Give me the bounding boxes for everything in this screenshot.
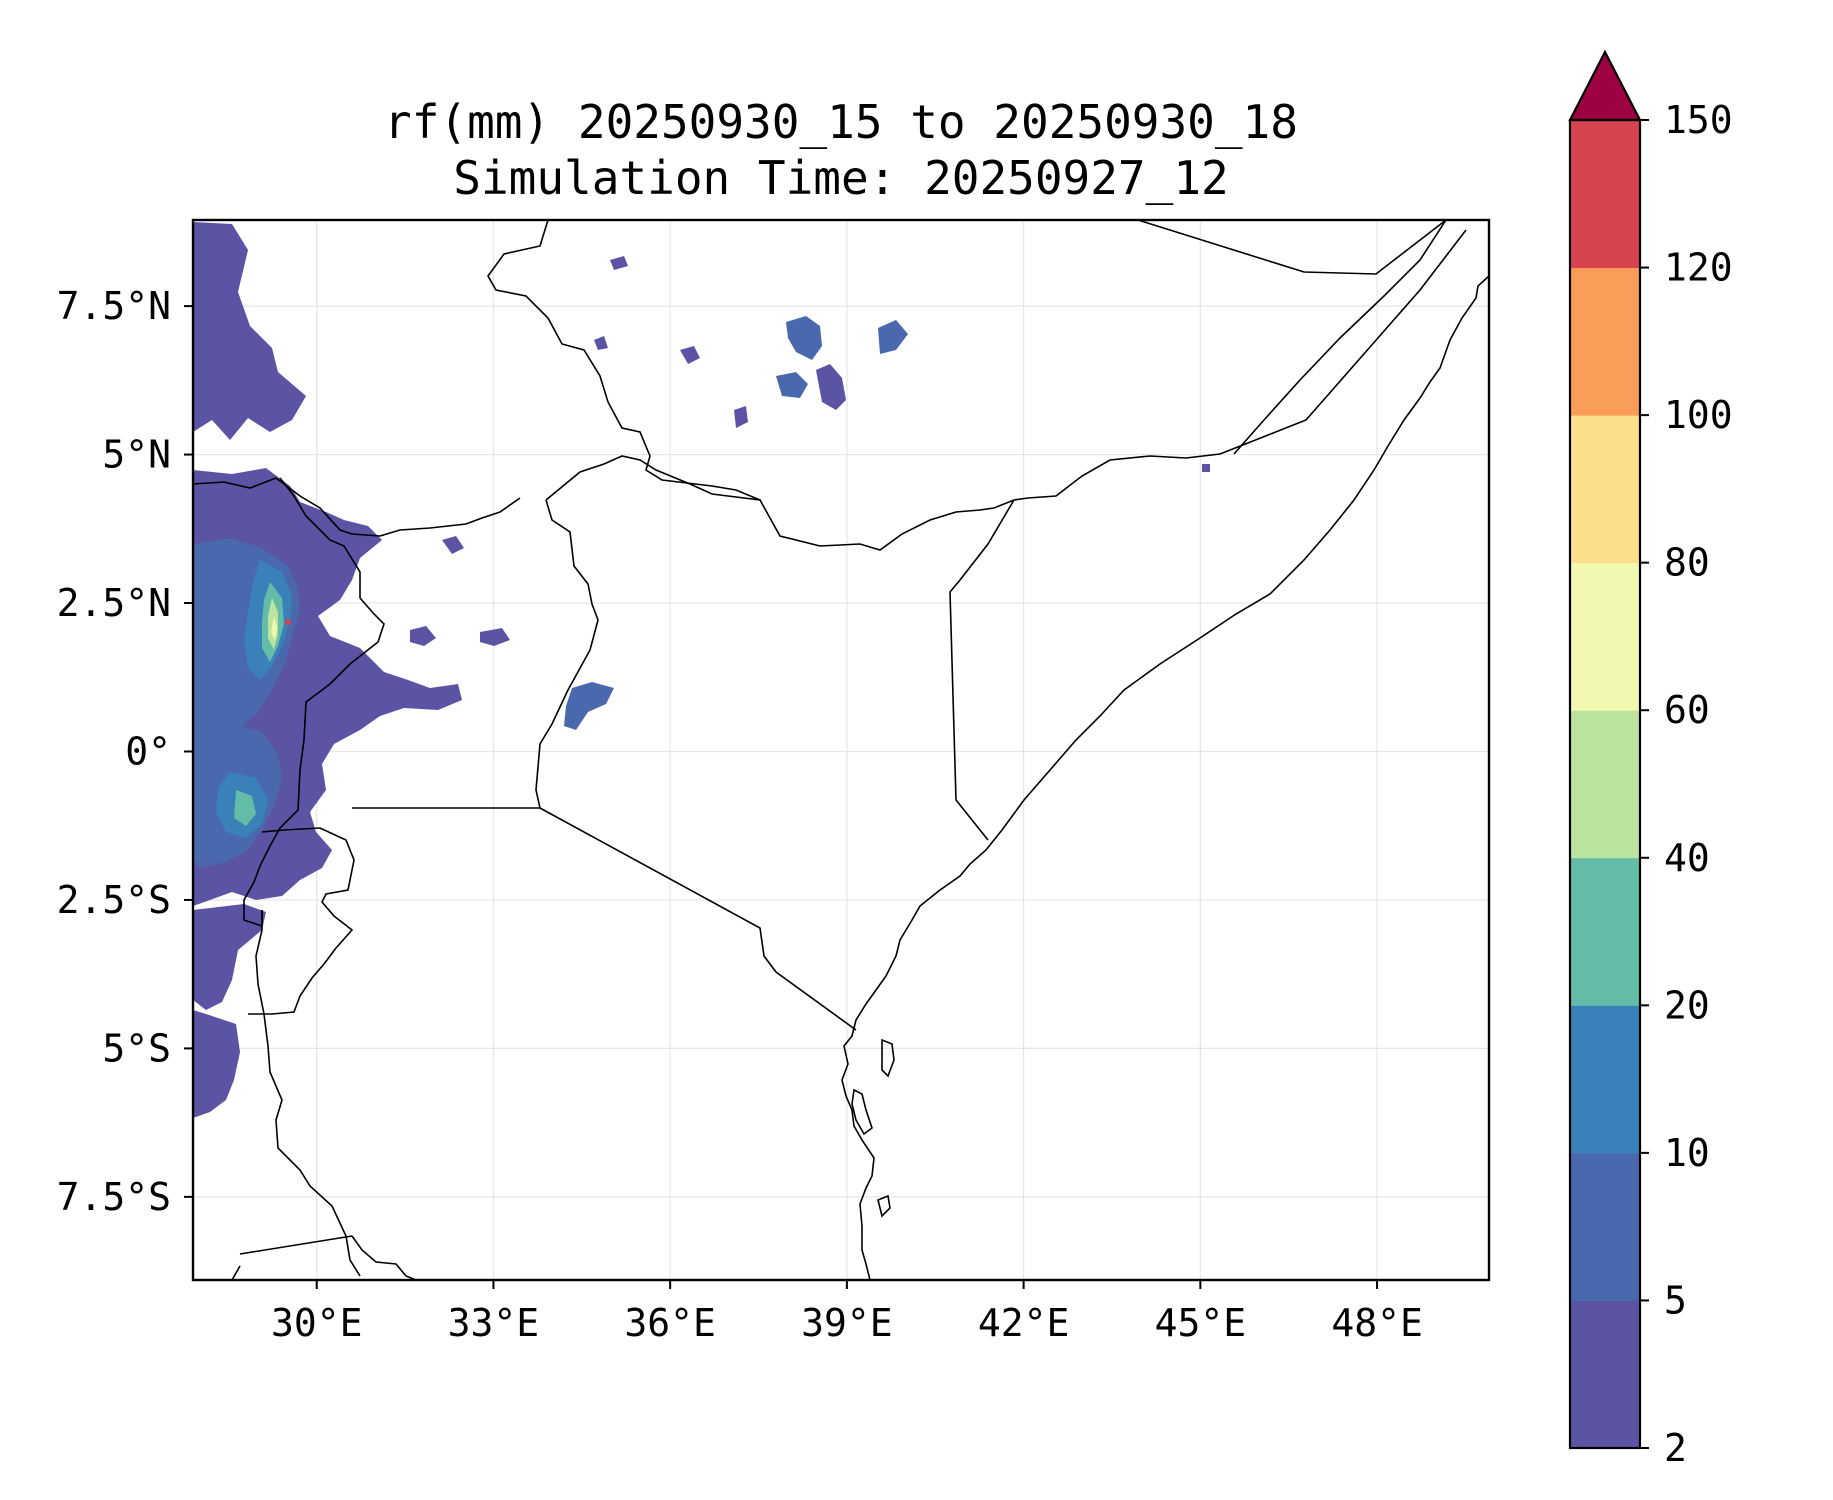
colorbar-tick-label: 100 [1664,393,1733,437]
colorbar-segment-40-60 [1570,710,1640,859]
colorbar-tick-label: 150 [1664,98,1733,142]
colorbar-tick-label: 2 [1664,1426,1687,1470]
island-mafia [877,1194,891,1218]
colorbar: 2 5 10 20 40 60 80 100 120 150 [1568,49,1733,1470]
rain-area-uganda-east [410,626,436,646]
colorbar-tick-label: 40 [1664,836,1710,880]
rain-area-uganda-east-2 [480,628,510,646]
map-gridlines [193,220,1489,1280]
longitude-ticks: 30°E 33°E 36°E 39°E 42°E 45°E 48°E [271,1280,1423,1345]
colorbar-outline [1568,118,1642,1450]
map-frame [191,218,1491,1282]
rain-area-60mm-core [271,616,277,640]
island-pemba [881,1038,895,1078]
border-ethiopia-somalia [1013,229,1467,501]
border-kenya-somalia [949,499,1015,841]
colorbar-tick-label: 5 [1664,1278,1687,1322]
colorbar-segment-100-120 [1570,267,1640,416]
rain-area-west-north [193,222,306,440]
rain-area-ethiopia-1 [786,316,822,360]
lon-tick-label: 42°E [978,1301,1070,1345]
colorbar-segment-60-80 [1570,562,1640,711]
title-line-2: Simulation Time: 20250927_12 [453,151,1228,205]
colorbar-segment-10-20 [1570,1005,1640,1154]
rain-area-ethiopia-north-2 [594,336,608,350]
border-south-sudan-uganda [193,477,521,537]
island-zanzibar [851,1088,873,1136]
rain-area-west-south [193,904,266,1010]
border-zambia-south [231,1265,241,1280]
colorbar-tick-label: 10 [1664,1131,1710,1175]
border-kenya-tanzania [539,807,857,1031]
border-tanzania-malawi [351,1235,417,1280]
colorbar-segment-2-5 [1570,1300,1640,1449]
rain-area-lake-victoria-east [564,682,614,730]
lon-tick-label: 30°E [271,1301,363,1345]
border-kenya-uganda [535,499,599,809]
colorbar-segment-20-40 [1570,857,1640,1006]
latitude-ticks: 7.5°N 5°N 2.5°N 0° 2.5°S 5°S 7.5°S [57,284,193,1219]
border-drc-uganda-rwanda [243,477,385,928]
colorbar-segment-120-150 [1570,120,1640,269]
lat-tick-label: 0° [125,729,171,773]
rain-area-ethiopia-6 [680,346,700,364]
rain-area-ethiopia-north [610,256,628,270]
lon-tick-label: 48°E [1331,1301,1423,1345]
lat-tick-label: 5°S [102,1026,171,1070]
colorbar-segment-80-100 [1570,415,1640,564]
coastline-red-sea [1233,220,1447,455]
border-tanzania-zambia [239,1235,353,1255]
lon-tick-label: 36°E [624,1301,716,1345]
lat-tick-label: 5°N [102,433,171,477]
colorbar-tick-label: 60 [1664,688,1710,732]
lat-tick-label: 7.5°N [57,284,171,328]
rain-area-ethiopia-2 [878,320,908,354]
lon-tick-label: 45°E [1155,1301,1247,1345]
colorbar-tick-label: 120 [1664,246,1733,290]
rain-area-ethiopia-3 [776,372,808,398]
rain-area-ethiopia-4 [816,364,846,410]
border-ethiopia-kenya [545,455,1015,551]
border-sudan-south-sudan-ethiopia [487,220,761,501]
colorbar-segment-5-10 [1570,1152,1640,1301]
rain-area-south-sudan [442,536,464,554]
rain-area-somalia-dot [1202,464,1210,472]
lon-tick-label: 33°E [448,1301,540,1345]
border-rwanda-burundi-tanzania [248,827,355,1015]
rain-area-ethiopia-5 [734,406,748,428]
colorbar-extend-arrow [1568,49,1642,122]
lat-tick-label: 2.5°S [57,878,171,922]
border-lake-tanganyika-west [255,910,361,1277]
rain-area-southwest-lake [193,1010,240,1118]
colorbar-tick-label: 20 [1664,983,1710,1027]
border-ethiopia-eritrea-djibouti [1137,220,1447,275]
lon-tick-label: 39°E [801,1301,893,1345]
rain-area-20mm-south [234,790,256,826]
title-line-1: rf(mm) 20250930_15 to 20250930_18 [384,95,1298,149]
colorbar-tick-label: 80 [1664,541,1710,585]
country-borders [193,220,1489,1280]
coastline-east-africa [841,275,1489,1280]
rainfall-field [193,222,1210,1118]
lat-tick-label: 2.5°N [57,581,171,625]
rain-peak [285,619,291,625]
lat-tick-label: 7.5°S [57,1175,171,1219]
